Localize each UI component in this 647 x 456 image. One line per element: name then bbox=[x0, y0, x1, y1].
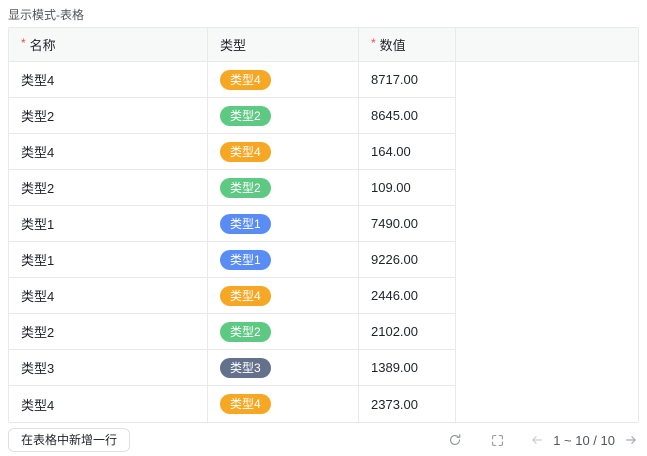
name-cell[interactable]: 类型4 bbox=[9, 278, 208, 314]
page-title: 显示模式-表格 bbox=[8, 8, 84, 22]
type-tag: 类型4 bbox=[220, 141, 271, 162]
type-cell[interactable]: 类型4 bbox=[208, 134, 359, 170]
type-cell[interactable]: 类型2 bbox=[208, 314, 359, 350]
value-cell[interactable]: 164.00 bbox=[359, 134, 456, 170]
type-cell[interactable]: 类型2 bbox=[208, 170, 359, 206]
type-cell[interactable]: 类型2 bbox=[208, 98, 359, 134]
name-cell[interactable]: 类型4 bbox=[9, 62, 208, 98]
name-cell[interactable]: 类型3 bbox=[9, 350, 208, 386]
value-cell[interactable]: 2373.00 bbox=[359, 386, 456, 422]
value-cell[interactable]: 7490.00 bbox=[359, 206, 456, 242]
type-tag: 类型2 bbox=[220, 177, 271, 198]
type-cell[interactable]: 类型4 bbox=[208, 386, 359, 422]
column-header-1: * 名称 bbox=[9, 28, 208, 62]
empty-column-cell bbox=[456, 62, 638, 422]
type-cell[interactable]: 类型1 bbox=[208, 242, 359, 278]
name-cell[interactable]: 类型2 bbox=[9, 170, 208, 206]
column-header-3: * 数值 bbox=[359, 28, 456, 62]
type-tag: 类型2 bbox=[220, 105, 271, 126]
value-cell[interactable]: 2102.00 bbox=[359, 314, 456, 350]
value-cell[interactable]: 9226.00 bbox=[359, 242, 456, 278]
type-tag: 类型2 bbox=[220, 321, 271, 342]
name-cell[interactable]: 类型4 bbox=[9, 386, 208, 422]
type-cell[interactable]: 类型1 bbox=[208, 206, 359, 242]
value-cell[interactable]: 2446.00 bbox=[359, 278, 456, 314]
value-cell[interactable]: 109.00 bbox=[359, 170, 456, 206]
table-footer: 在表格中新增一行 bbox=[8, 428, 639, 452]
value-cell[interactable]: 8645.00 bbox=[359, 98, 456, 134]
arrow-left-icon[interactable] bbox=[529, 432, 545, 448]
name-cell[interactable]: 类型2 bbox=[9, 98, 208, 134]
type-tag: 类型4 bbox=[220, 69, 271, 90]
data-table: * 名称 类型 * 数值 类型4 类型4 8717.00 类型2 类型2 8645.00 类型4 类型4… bbox=[8, 27, 639, 423]
type-tag: 类型1 bbox=[220, 249, 271, 270]
name-cell[interactable]: 类型4 bbox=[9, 134, 208, 170]
type-tag: 类型4 bbox=[220, 285, 271, 306]
page-indicator: 1 ~ 10 / 10 bbox=[553, 432, 615, 448]
value-cell[interactable]: 1389.00 bbox=[359, 350, 456, 386]
type-cell[interactable]: 类型4 bbox=[208, 62, 359, 98]
add-row-button[interactable]: 在表格中新增一行 bbox=[8, 428, 131, 452]
name-cell[interactable]: 类型2 bbox=[9, 314, 208, 350]
column-header-label: 数值 bbox=[379, 38, 406, 53]
column-header-empty bbox=[456, 28, 638, 62]
name-cell[interactable]: 类型1 bbox=[9, 242, 208, 278]
required-asterisk: * bbox=[21, 35, 26, 50]
column-header-label: 名称 bbox=[29, 38, 56, 53]
fullscreen-icon[interactable] bbox=[489, 432, 505, 448]
type-tag: 类型1 bbox=[220, 213, 271, 234]
type-cell[interactable]: 类型3 bbox=[208, 350, 359, 386]
pagination: 1 ~ 10 / 10 bbox=[447, 432, 639, 448]
refresh-icon[interactable] bbox=[447, 432, 463, 448]
type-cell[interactable]: 类型4 bbox=[208, 278, 359, 314]
column-header-label: 类型 bbox=[220, 38, 247, 53]
type-tag: 类型3 bbox=[220, 357, 271, 378]
value-cell[interactable]: 8717.00 bbox=[359, 62, 456, 98]
required-asterisk: * bbox=[371, 35, 376, 50]
type-tag: 类型4 bbox=[220, 394, 271, 414]
arrow-right-icon[interactable] bbox=[623, 432, 639, 448]
column-header-2: 类型 bbox=[208, 28, 359, 62]
name-cell[interactable]: 类型1 bbox=[9, 206, 208, 242]
